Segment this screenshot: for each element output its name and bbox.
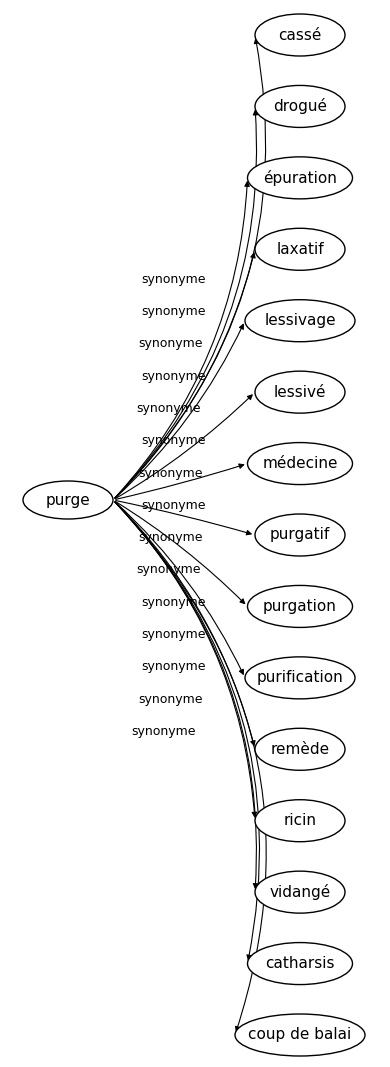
FancyArrowPatch shape [115, 501, 266, 1031]
FancyArrowPatch shape [115, 501, 258, 888]
FancyArrowPatch shape [115, 501, 243, 674]
Text: ricin: ricin [284, 813, 317, 828]
FancyArrowPatch shape [115, 501, 259, 959]
Text: synonyme: synonyme [142, 498, 206, 512]
Text: catharsis: catharsis [265, 956, 335, 971]
Text: synonyme: synonyme [142, 628, 206, 641]
Text: cassé: cassé [278, 28, 322, 43]
Ellipse shape [255, 371, 345, 413]
Text: synonyme: synonyme [142, 434, 206, 447]
Text: synonyme: synonyme [138, 531, 202, 544]
Text: purgatif: purgatif [270, 527, 330, 542]
Text: épuration: épuration [263, 170, 337, 186]
Ellipse shape [245, 300, 355, 341]
FancyArrowPatch shape [115, 395, 252, 498]
Text: coup de balai: coup de balai [248, 1028, 352, 1042]
FancyArrowPatch shape [115, 111, 258, 498]
FancyArrowPatch shape [115, 501, 257, 816]
Ellipse shape [255, 14, 345, 55]
Ellipse shape [235, 1014, 365, 1056]
Text: synonyme: synonyme [138, 466, 202, 479]
Ellipse shape [248, 586, 353, 627]
Text: remède: remède [270, 742, 330, 757]
Text: purification: purification [257, 670, 343, 685]
Text: purge: purge [46, 493, 90, 508]
Ellipse shape [245, 657, 355, 699]
FancyArrowPatch shape [115, 324, 243, 498]
Text: drogué: drogué [273, 98, 327, 114]
Ellipse shape [255, 85, 345, 127]
Ellipse shape [248, 942, 353, 985]
FancyArrowPatch shape [116, 500, 251, 535]
Text: synonyme: synonyme [142, 273, 206, 286]
Text: lessivé: lessivé [274, 384, 326, 400]
FancyArrowPatch shape [116, 464, 244, 499]
Ellipse shape [255, 871, 345, 913]
Ellipse shape [255, 729, 345, 770]
Text: synonyme: synonyme [137, 563, 201, 576]
Text: purgation: purgation [263, 599, 337, 614]
FancyArrowPatch shape [115, 501, 245, 604]
Text: synonyme: synonyme [138, 337, 202, 350]
Text: laxatif: laxatif [276, 242, 324, 257]
Ellipse shape [23, 481, 113, 519]
FancyArrowPatch shape [115, 181, 249, 498]
Text: vidangé: vidangé [269, 885, 331, 901]
Ellipse shape [248, 157, 353, 198]
Text: synonyme: synonyme [142, 660, 206, 673]
Text: synonyme: synonyme [142, 595, 206, 608]
Ellipse shape [255, 799, 345, 842]
Text: synonyme: synonyme [142, 305, 206, 318]
Text: lessivage: lessivage [264, 314, 336, 329]
Ellipse shape [255, 228, 345, 270]
Text: synonyme: synonyme [137, 402, 201, 415]
Text: médecine: médecine [262, 456, 338, 471]
FancyArrowPatch shape [115, 39, 266, 498]
FancyArrowPatch shape [115, 253, 255, 498]
FancyArrowPatch shape [115, 501, 255, 746]
Ellipse shape [248, 443, 353, 484]
Text: synonyme: synonyme [138, 692, 202, 705]
Text: synonyme: synonyme [132, 724, 196, 737]
Ellipse shape [255, 514, 345, 556]
Text: synonyme: synonyme [142, 369, 206, 383]
